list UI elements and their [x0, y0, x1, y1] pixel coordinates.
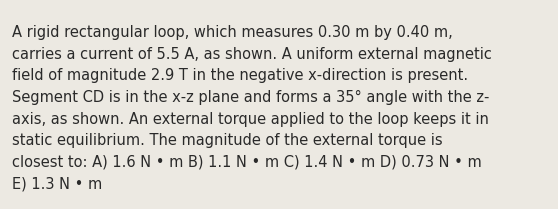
Text: A rigid rectangular loop, which measures 0.30 m by 0.40 m,
carries a current of : A rigid rectangular loop, which measures…: [12, 25, 492, 191]
